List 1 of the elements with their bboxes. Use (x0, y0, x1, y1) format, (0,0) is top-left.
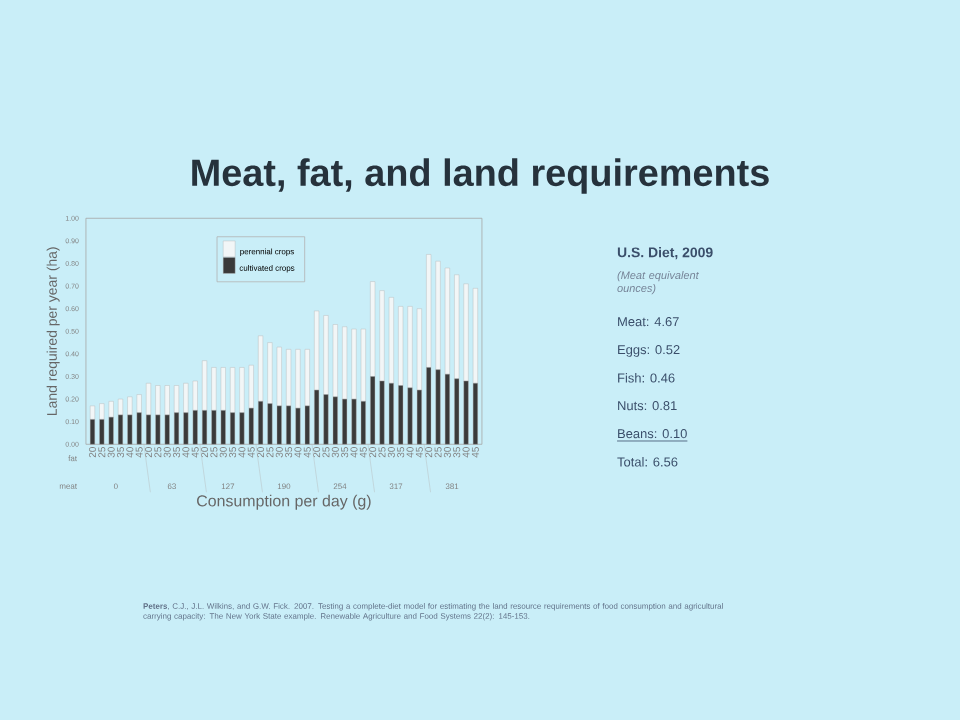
chart-title: Meat, fat, and land requirements (192, 158, 769, 194)
